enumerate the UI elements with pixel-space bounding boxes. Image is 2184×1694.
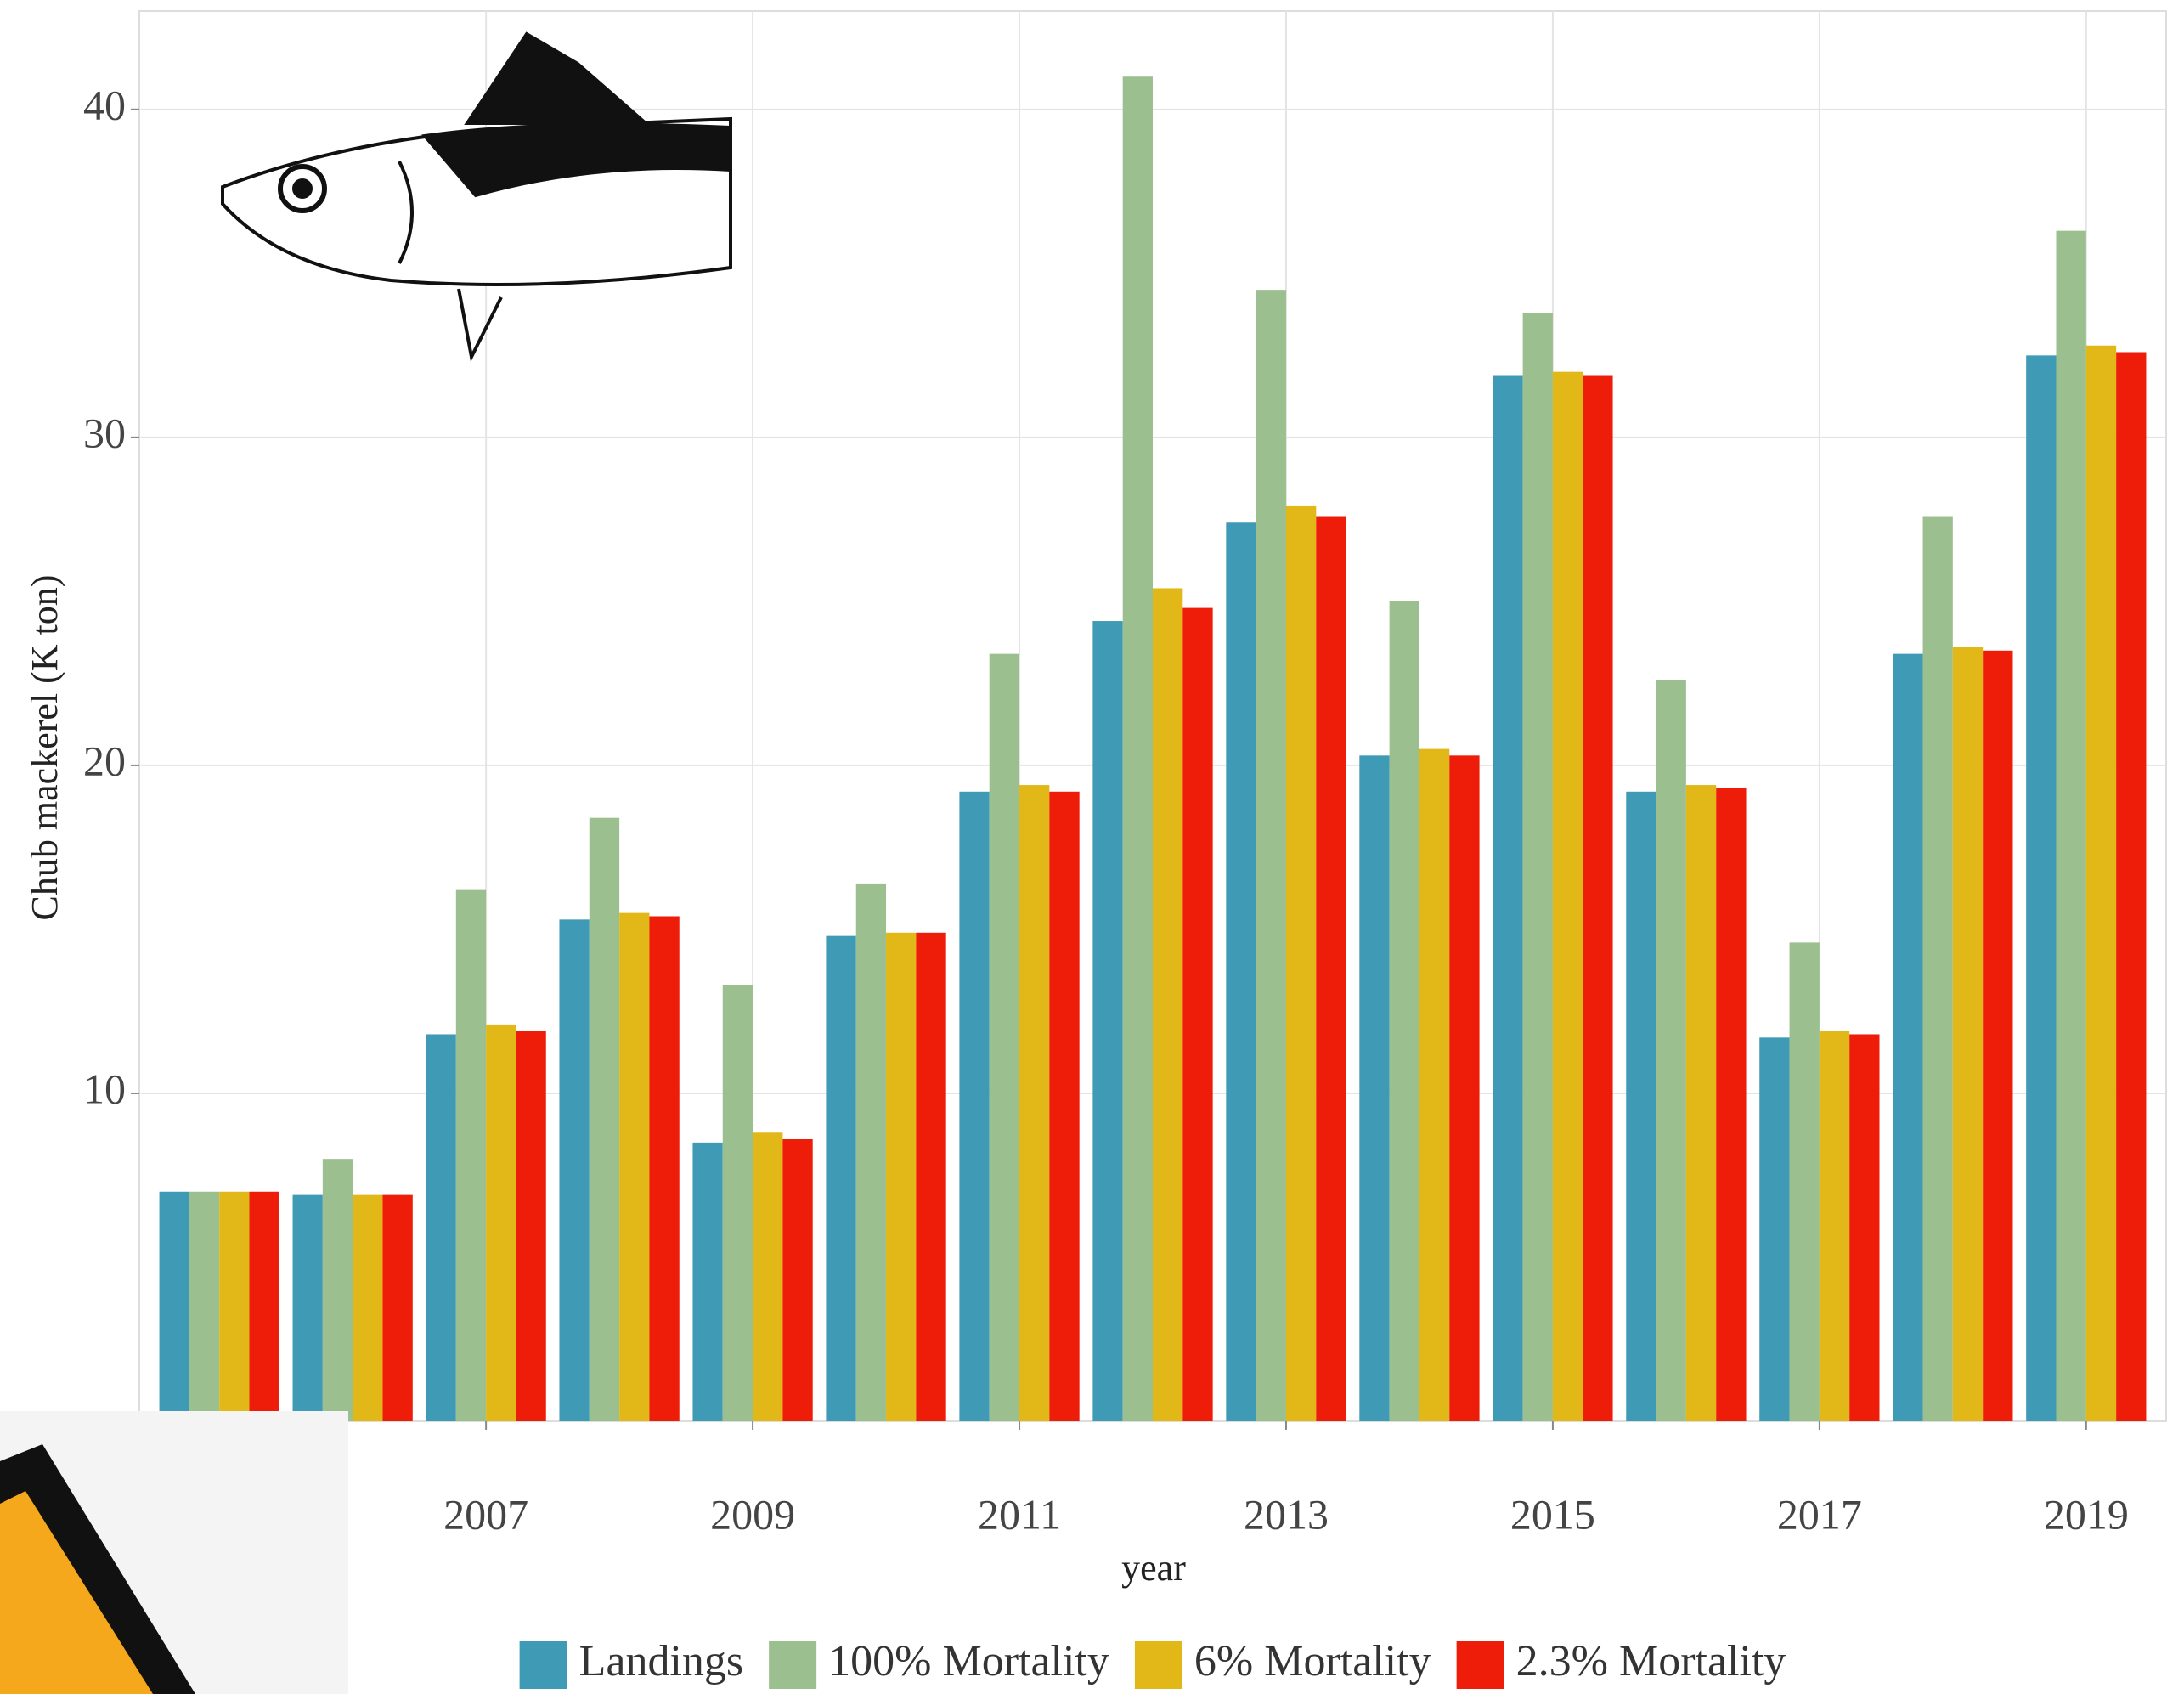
bar <box>382 1194 413 1421</box>
bar <box>1316 516 1346 1421</box>
bar <box>486 1024 516 1421</box>
bar <box>782 1139 813 1421</box>
bar <box>2056 230 2086 1422</box>
bar <box>219 1191 250 1421</box>
bar <box>1716 788 1747 1421</box>
bar <box>455 889 487 1421</box>
x-tick-label: 2019 <box>2044 1490 2129 1538</box>
y-axis-title: Chub mackerel (K ton) <box>24 575 65 921</box>
bar <box>1685 785 1717 1421</box>
bar <box>886 932 917 1421</box>
bar <box>322 1159 353 1421</box>
bar <box>1049 791 1080 1421</box>
bar <box>189 1191 220 1421</box>
bar <box>1449 755 1480 1421</box>
legend-swatch <box>1456 1641 1504 1689</box>
bar <box>1182 607 1213 1421</box>
bar <box>516 1031 546 1421</box>
y-tick-label: 10 <box>83 1064 126 1112</box>
bar <box>1092 621 1123 1421</box>
x-tick-label: 2011 <box>978 1490 1061 1538</box>
bar <box>1893 653 1923 1421</box>
bar <box>1626 791 1656 1421</box>
bar <box>1552 371 1583 1422</box>
x-tick-label: 2009 <box>710 1490 795 1538</box>
y-tick-label: 30 <box>83 409 126 456</box>
bar <box>249 1191 279 1421</box>
legend-item: 100% Mortality <box>769 1637 1109 1689</box>
bar <box>2116 352 2147 1421</box>
bar <box>722 985 753 1421</box>
bar <box>559 919 590 1421</box>
x-tick-label: 2017 <box>1777 1490 1862 1538</box>
bar <box>692 1142 723 1421</box>
legend-swatch <box>1134 1641 1182 1689</box>
bar <box>1952 647 1984 1421</box>
legend-item: 6% Mortality <box>1134 1637 1431 1689</box>
fish-illustration <box>221 31 732 363</box>
bar <box>1019 785 1050 1421</box>
y-tick-label: 20 <box>83 737 126 784</box>
bar <box>1153 588 1183 1421</box>
x-tick-label: 2015 <box>1510 1490 1595 1538</box>
bar <box>1522 313 1553 1421</box>
bar <box>1849 1034 1880 1421</box>
legend-label: 6% Mortality <box>1194 1637 1431 1686</box>
bar <box>1226 522 1256 1421</box>
bar <box>2026 355 2057 1421</box>
bar <box>855 883 887 1421</box>
x-axis-title: year <box>1121 1547 1186 1589</box>
bar <box>1583 375 1613 1422</box>
bar <box>159 1191 189 1421</box>
bar <box>1759 1037 1790 1421</box>
bar <box>753 1132 783 1421</box>
bar <box>2085 345 2117 1421</box>
bar <box>649 916 680 1421</box>
bar <box>826 935 856 1421</box>
bar <box>1819 1031 1850 1421</box>
bar <box>589 817 620 1421</box>
bar <box>1389 601 1419 1421</box>
bars <box>159 76 2147 1422</box>
y-tick-label: 40 <box>83 81 126 128</box>
bar <box>989 653 1020 1421</box>
bar <box>1493 375 1523 1422</box>
bar <box>1656 680 1686 1421</box>
legend: Landings 100% Mortality 6% Mortality 2.3% M… <box>519 1637 1786 1689</box>
bar <box>1922 516 1953 1421</box>
bar <box>1983 650 2013 1421</box>
bar <box>1256 290 1286 1421</box>
legend-label: 100% Mortality <box>828 1637 1109 1686</box>
legend-swatch <box>519 1641 567 1689</box>
x-tick-label: 2013 <box>1244 1490 1329 1538</box>
bar <box>916 932 946 1421</box>
bar <box>1285 505 1317 1422</box>
warning-icon <box>0 1411 348 1694</box>
legend-item: Landings <box>519 1637 744 1689</box>
bar <box>426 1034 456 1421</box>
bar <box>1419 748 1450 1421</box>
legend-label: Landings <box>579 1637 744 1686</box>
bar <box>1789 942 1820 1421</box>
bar <box>292 1194 323 1421</box>
bar <box>619 912 650 1421</box>
bar <box>353 1194 383 1421</box>
bar <box>1359 755 1390 1421</box>
legend-swatch <box>769 1641 817 1689</box>
legend-label: 2.3% Mortality <box>1516 1637 1786 1686</box>
bar <box>1122 76 1153 1421</box>
legend-item: 2.3% Mortality <box>1456 1637 1786 1689</box>
x-tick-label: 2007 <box>443 1490 528 1538</box>
bar <box>959 791 990 1421</box>
